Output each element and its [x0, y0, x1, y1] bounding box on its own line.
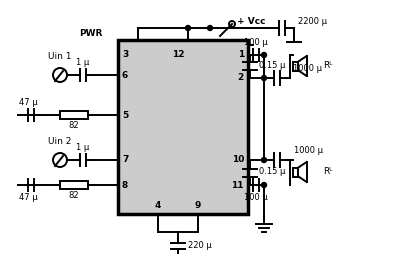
Text: Rᴸ: Rᴸ [323, 167, 332, 177]
Text: 10: 10 [232, 155, 244, 165]
Text: 7: 7 [122, 155, 128, 165]
Text: 0.15 µ: 0.15 µ [259, 167, 285, 177]
Text: 6: 6 [122, 71, 128, 80]
Text: 2: 2 [238, 73, 244, 83]
Bar [60, 181, 88, 189]
Text: 82: 82 [69, 121, 79, 130]
Text: 8: 8 [122, 181, 128, 189]
Circle shape [262, 75, 266, 81]
Text: 1: 1 [238, 50, 244, 59]
Circle shape [262, 157, 266, 163]
Text: 1000 µ: 1000 µ [293, 64, 322, 73]
Text: 4: 4 [155, 201, 161, 210]
Text: 12: 12 [172, 50, 184, 59]
Text: 0.15 µ: 0.15 µ [259, 61, 285, 71]
Circle shape [262, 183, 266, 187]
Text: 11: 11 [232, 181, 244, 189]
Text: 100 µ: 100 µ [244, 193, 268, 202]
Text: 47 µ: 47 µ [19, 98, 37, 107]
Text: 3: 3 [122, 50, 128, 59]
Text: PWR: PWR [80, 29, 103, 38]
Circle shape [186, 25, 190, 30]
Text: 9: 9 [195, 201, 201, 210]
Text: 220 µ: 220 µ [188, 242, 212, 250]
Text: Uin 2: Uin 2 [48, 137, 72, 146]
Text: Rᴸ: Rᴸ [323, 61, 332, 71]
Bar [118, 40, 248, 214]
Text: 1 µ: 1 µ [76, 143, 90, 152]
Text: + Vcc: + Vcc [237, 18, 266, 26]
Bar [60, 111, 88, 119]
Circle shape [208, 25, 212, 30]
Text: 47 µ: 47 µ [19, 193, 37, 202]
Text: 1000 µ: 1000 µ [294, 146, 323, 155]
Text: 2200 µ: 2200 µ [298, 17, 327, 26]
Text: 82: 82 [69, 191, 79, 200]
Text: 100 µ: 100 µ [244, 38, 268, 47]
Text: 1 µ: 1 µ [76, 58, 90, 67]
Circle shape [262, 53, 266, 57]
Text: Uin 1: Uin 1 [48, 52, 72, 61]
Text: 5: 5 [122, 110, 128, 119]
